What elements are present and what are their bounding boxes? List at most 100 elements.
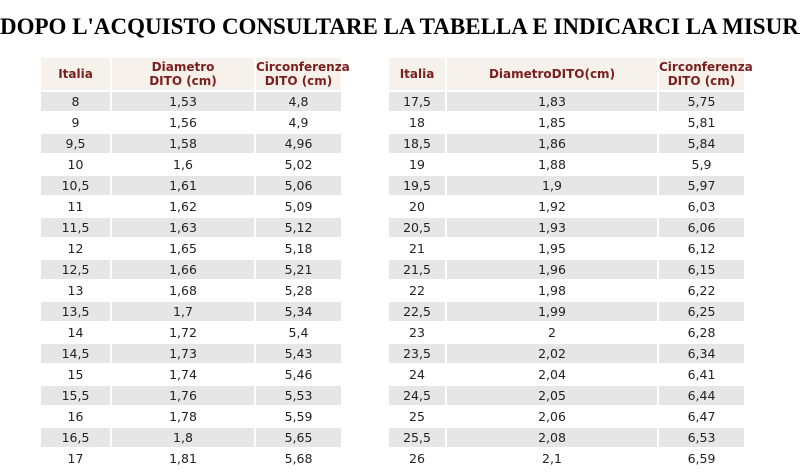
table-cell: 1,56 (111, 112, 256, 134)
table-cell: 2,06 (446, 406, 659, 428)
table-row: 19,5 1,9 5,97 (389, 175, 746, 197)
table-cell: 6,06 (658, 217, 746, 239)
table-row: 12,5 1,66 5,21 (41, 259, 343, 281)
table-cell: 1,85 (446, 112, 659, 134)
table-cell: 1,78 (111, 406, 256, 428)
table-cell: 25,5 (389, 427, 447, 449)
header-line: DiametroDITO(cm) (488, 67, 616, 81)
table-cell: 21,5 (389, 259, 447, 281)
table-row: 17 1,81 5,68 (41, 448, 343, 470)
table-row: 9 1,56 4,9 (41, 112, 343, 134)
table-row: 22,5 1,99 6,25 (389, 301, 746, 323)
table-cell: 5,75 (658, 91, 746, 113)
table-cell: 5,46 (255, 364, 343, 386)
header-line: Italia (399, 67, 435, 81)
table-row: 21,5 1,96 6,15 (389, 259, 746, 281)
table-cell: 1,98 (446, 280, 659, 302)
table-cell: 6,47 (658, 406, 746, 428)
table-row: 10,5 1,61 5,06 (41, 175, 343, 197)
table-cell: 6,59 (658, 448, 746, 470)
table-row: 25,5 2,08 6,53 (389, 427, 746, 449)
table-cell: 11 (41, 196, 112, 218)
table-cell: 1,99 (446, 301, 659, 323)
table-row: 12 1,65 5,18 (41, 238, 343, 260)
table-cell: 6,22 (658, 280, 746, 302)
table-cell: 1,73 (111, 343, 256, 365)
table-cell: 2,1 (446, 448, 659, 470)
table-row: 9,5 1,58 4,96 (41, 133, 343, 155)
table-cell: 1,93 (446, 217, 659, 239)
column-header: Italia (389, 58, 447, 92)
table-row: 16 1,78 5,59 (41, 406, 343, 428)
table-cell: 11,5 (41, 217, 112, 239)
table-cell: 17 (41, 448, 112, 470)
table-cell: 5,21 (255, 259, 343, 281)
header-line: Italia (58, 67, 93, 81)
table-row: 24 2,04 6,41 (389, 364, 746, 386)
table-cell: 5,81 (658, 112, 746, 134)
table-cell: 1,68 (111, 280, 256, 302)
table-cell: 1,65 (111, 238, 256, 260)
table-cell: 24 (389, 364, 447, 386)
table-cell: 1,58 (111, 133, 256, 155)
table-row: 18,5 1,86 5,84 (389, 133, 746, 155)
table-cell: 12 (41, 238, 112, 260)
table-cell: 1,83 (446, 91, 659, 113)
table-cell: 1,8 (111, 427, 256, 449)
table-cell: 1,62 (111, 196, 256, 218)
table-cell: 15 (41, 364, 112, 386)
table-cell: 2 (446, 322, 659, 344)
table-cell: 5,9 (658, 154, 746, 176)
table-row: 16,5 1,8 5,65 (41, 427, 343, 449)
table-cell: 23,5 (389, 343, 447, 365)
table-cell: 14 (41, 322, 112, 344)
table-cell: 2,08 (446, 427, 659, 449)
table-cell: 5,65 (255, 427, 343, 449)
table-cell: 19,5 (389, 175, 447, 197)
header-line: DITO (cm) (264, 74, 333, 88)
table-cell: 6,41 (658, 364, 746, 386)
table-cell: 6,28 (658, 322, 746, 344)
table-row: 23 2 6,28 (389, 322, 746, 344)
table-cell: 5,34 (255, 301, 343, 323)
table-row: 8 1,53 4,8 (41, 91, 343, 113)
table-cell: 15,5 (41, 385, 112, 407)
table-cell: 6,15 (658, 259, 746, 281)
table-row: 11 1,62 5,09 (41, 196, 343, 218)
table-cell: 1,63 (111, 217, 256, 239)
table-row: 10 1,6 5,02 (41, 154, 343, 176)
table-cell: 1,72 (111, 322, 256, 344)
table-cell: 5,28 (255, 280, 343, 302)
table-cell: 19 (389, 154, 447, 176)
header-row: Italia DiametroDITO(cm) Circonferenza DITO … (389, 58, 753, 92)
table-row: 26 2,1 6,59 (389, 448, 746, 470)
table-cell: 13,5 (41, 301, 112, 323)
table-cell: 12,5 (41, 259, 112, 281)
table-cell: 4,96 (255, 133, 343, 155)
table-cell: 1,96 (446, 259, 659, 281)
table-cell: 5,09 (255, 196, 343, 218)
table-cell: 4,9 (255, 112, 343, 134)
table-cell: 2,02 (446, 343, 659, 365)
table-row: 20 1,92 6,03 (389, 196, 746, 218)
table-cell: 22 (389, 280, 447, 302)
table-cell: 10,5 (41, 175, 112, 197)
table-cell: 6,03 (658, 196, 746, 218)
column-header: DiametroDITO(cm) (446, 58, 659, 92)
table-cell: 6,53 (658, 427, 746, 449)
table-cell: 1,81 (111, 448, 256, 470)
table-row: 11,5 1,63 5,12 (41, 217, 343, 239)
table-cell: 5,43 (255, 343, 343, 365)
table-cell: 10 (41, 154, 112, 176)
table-cell: 5,53 (255, 385, 343, 407)
table-cell: 9,5 (41, 133, 112, 155)
table-cell: 1,88 (446, 154, 659, 176)
table-row: 24,5 2,05 6,44 (389, 385, 746, 407)
table-cell: 2,05 (446, 385, 659, 407)
column-header: Italia (41, 58, 112, 92)
table-cell: 18 (389, 112, 447, 134)
table-cell: 1,92 (446, 196, 659, 218)
table-row: 15,5 1,76 5,53 (41, 385, 343, 407)
table-cell: 1,61 (111, 175, 256, 197)
